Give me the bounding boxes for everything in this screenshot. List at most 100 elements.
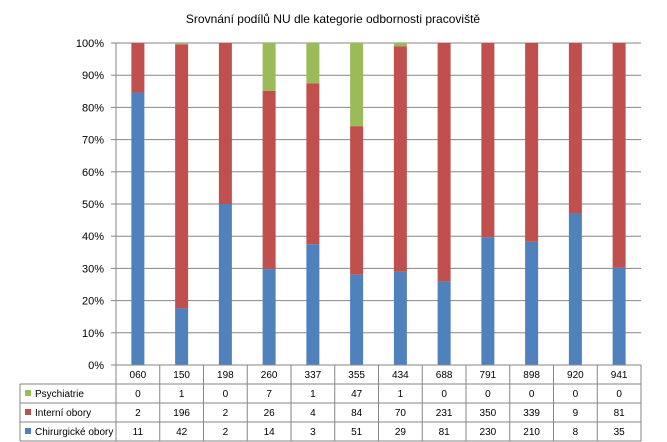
- category-label: 898: [523, 370, 540, 381]
- data-label: 51: [351, 427, 363, 438]
- y-tick-label: 60%: [82, 167, 104, 179]
- y-tick-label: 90%: [82, 70, 104, 82]
- bar-segment: [306, 83, 320, 245]
- bar-segment: [525, 43, 539, 242]
- category-label: 260: [261, 370, 278, 381]
- data-label: 230: [480, 427, 497, 438]
- y-tick-label: 30%: [82, 263, 104, 275]
- category-label: 150: [173, 370, 190, 381]
- y-tick-label: 40%: [82, 231, 104, 243]
- category-label: 060: [130, 370, 147, 381]
- data-label: 1: [398, 389, 404, 400]
- data-label: 210: [523, 427, 540, 438]
- data-label: 196: [173, 408, 190, 419]
- data-label: 0: [573, 389, 579, 400]
- bar-segment: [306, 244, 320, 365]
- bar-segment: [175, 43, 189, 45]
- bar-segment: [568, 43, 582, 214]
- legend-swatch: [25, 409, 31, 415]
- y-tick-label: 80%: [82, 102, 104, 114]
- bar-segment: [481, 237, 495, 365]
- data-label: 231: [436, 408, 453, 419]
- data-label: 2: [223, 427, 229, 438]
- data-label: 1: [310, 389, 316, 400]
- bar-segment: [612, 267, 626, 365]
- data-label: 0: [135, 389, 141, 400]
- data-label: 35: [614, 427, 626, 438]
- bar-segment: [262, 269, 276, 365]
- y-tick-label: 100%: [76, 38, 104, 50]
- bar-segment: [437, 43, 451, 282]
- category-label: 337: [305, 370, 322, 381]
- bar-segment: [175, 44, 189, 309]
- data-label: 8: [573, 427, 579, 438]
- gridlines: [111, 42, 641, 366]
- bar-segment: [612, 43, 626, 268]
- legend-label: Interní obory: [35, 408, 91, 419]
- bar-segment: [262, 90, 276, 270]
- bar-segment: [218, 43, 232, 204]
- data-label: 2: [223, 408, 229, 419]
- y-tick-label: 50%: [82, 199, 104, 211]
- data-label: 47: [351, 389, 363, 400]
- data-label: 0: [441, 389, 447, 400]
- data-label: 0: [529, 389, 535, 400]
- data-label: 29: [395, 427, 407, 438]
- legend-label: Chirurgické obory: [35, 427, 113, 438]
- bar-segment: [393, 271, 407, 365]
- data-label: 14: [264, 427, 276, 438]
- y-tick-label: 20%: [82, 296, 104, 308]
- bar-segment: [393, 43, 407, 47]
- y-tick-label: 10%: [82, 328, 104, 340]
- bars: [131, 43, 626, 366]
- category-label: 198: [217, 370, 234, 381]
- category-label: 941: [611, 370, 628, 381]
- data-label: 81: [614, 408, 626, 419]
- bar-segment: [175, 308, 189, 365]
- category-label: 688: [436, 370, 453, 381]
- chart-title: Srovnání podílů NU dle kategorie odborno…: [186, 12, 480, 26]
- legend-label: Psychiatrie: [35, 389, 84, 400]
- data-label: 7: [266, 389, 272, 400]
- y-tick-label: 0%: [88, 360, 104, 372]
- data-label: 9: [573, 408, 579, 419]
- data-label: 11: [133, 427, 144, 438]
- data-label: 0: [223, 389, 229, 400]
- data-label: 26: [264, 408, 276, 419]
- bar-segment: [350, 126, 364, 275]
- bar-segment: [262, 43, 276, 91]
- bar-segment: [306, 43, 320, 84]
- bar-segment: [437, 281, 451, 365]
- category-label: 791: [480, 370, 497, 381]
- data-label: 339: [523, 408, 540, 419]
- data-label: 42: [176, 427, 188, 438]
- data-label: 1: [179, 389, 185, 400]
- y-axis-ticks: 0% 10% 20% 30% 40% 50% 60% 70% 80% 90% 100%: [76, 38, 104, 372]
- bar-segment: [525, 241, 539, 365]
- category-label: 920: [567, 370, 584, 381]
- data-label: 84: [351, 408, 363, 419]
- data-label: 0: [485, 389, 491, 400]
- data-label: 2: [135, 408, 141, 419]
- data-label: 81: [439, 427, 451, 438]
- bar-segment: [350, 274, 364, 365]
- bar-segment: [568, 213, 582, 365]
- data-label: 350: [480, 408, 497, 419]
- data-table: 060 150 198 260 337 355 434 688 791 898 920 941Psyc…: [19, 364, 642, 442]
- bar-segment: [218, 204, 232, 365]
- data-label: 3: [310, 427, 316, 438]
- data-label: 70: [395, 408, 407, 419]
- bar-segment: [131, 92, 145, 366]
- bar-segment: [393, 46, 407, 272]
- category-label: 355: [348, 370, 365, 381]
- bar-segment: [350, 43, 364, 127]
- data-label: 4: [310, 408, 316, 419]
- legend-swatch: [25, 428, 31, 434]
- category-label: 434: [392, 370, 409, 381]
- data-label: 0: [616, 389, 622, 400]
- bar-segment: [131, 43, 145, 93]
- bar-segment: [481, 43, 495, 238]
- legend-swatch: [25, 390, 31, 396]
